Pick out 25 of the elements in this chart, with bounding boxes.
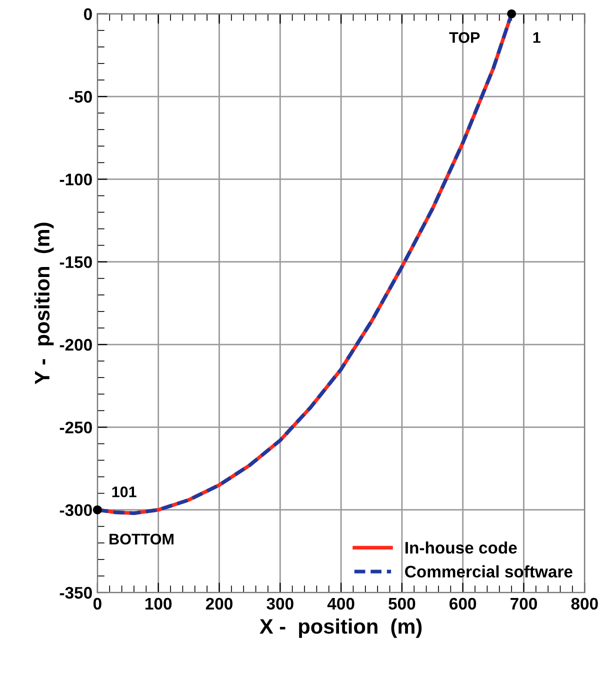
x-tick-label: 600 [450, 598, 476, 610]
annotation: BOTTOM [110, 534, 174, 545]
legend-label: Commercial software [405, 565, 572, 578]
x-tick-label: 800 [571, 598, 598, 610]
y-tick-label: -50 [69, 90, 92, 103]
y-tick-label: -350 [60, 586, 92, 599]
y-tick-label: 0 [84, 8, 92, 20]
x-tick-label: 200 [206, 598, 232, 610]
x-axis-title: X - position (m) [260, 618, 422, 638]
annotation: 101 [112, 486, 136, 498]
x-tick-label: 300 [266, 598, 294, 610]
y-tick-label: -150 [60, 256, 92, 268]
annotation: 1 [533, 32, 540, 43]
y-tick-label: -200 [60, 338, 92, 351]
x-tick-label: 400 [327, 598, 354, 610]
legend-label: In-house code [406, 541, 517, 554]
y-axis-title: Y - position (m) [34, 222, 54, 384]
y-tick-label: -250 [60, 422, 92, 434]
y-tick-label: -100 [60, 174, 92, 186]
x-tick-label: 500 [388, 598, 416, 610]
x-tick-label: 100 [145, 598, 172, 610]
annotation: TOP [449, 32, 480, 43]
x-tick-label: 0 [93, 598, 102, 610]
x-tick-label: 700 [510, 598, 537, 610]
y-tick-label: -300 [60, 504, 92, 516]
